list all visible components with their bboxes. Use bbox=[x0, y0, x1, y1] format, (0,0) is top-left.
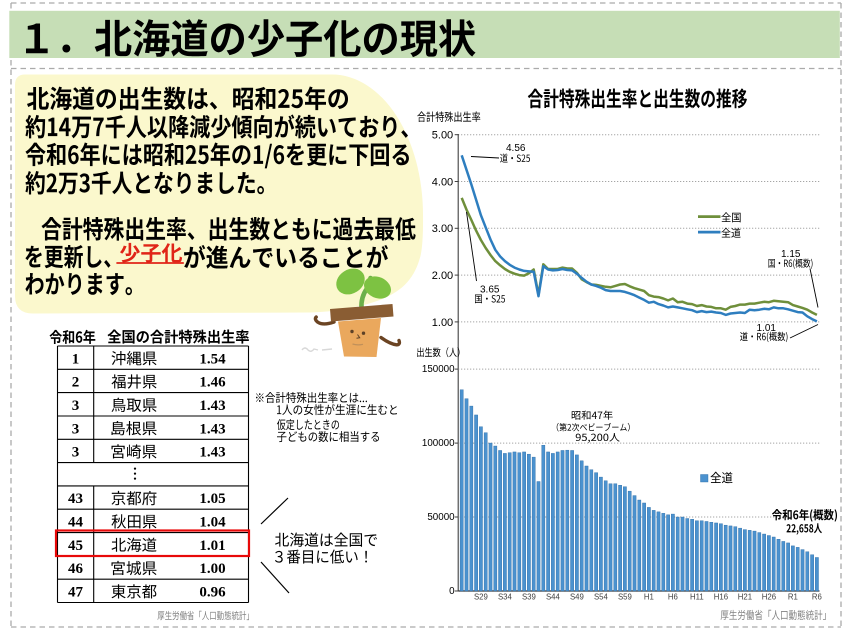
svg-text:H6: H6 bbox=[668, 593, 678, 602]
svg-text:3.00: 3.00 bbox=[432, 223, 453, 235]
svg-text:0: 0 bbox=[449, 586, 455, 597]
svg-text:3: 3 bbox=[72, 398, 80, 414]
svg-text:H16: H16 bbox=[714, 593, 728, 602]
svg-text:1.01: 1.01 bbox=[757, 323, 777, 334]
svg-text:3.65: 3.65 bbox=[480, 285, 500, 296]
svg-text:S49: S49 bbox=[570, 593, 584, 602]
svg-text:1.54: 1.54 bbox=[199, 351, 226, 367]
svg-text:1.43: 1.43 bbox=[199, 398, 225, 414]
svg-text:S54: S54 bbox=[594, 593, 609, 602]
svg-text:R1: R1 bbox=[788, 593, 798, 602]
svg-text:46: 46 bbox=[68, 561, 84, 577]
svg-text:S44: S44 bbox=[546, 593, 561, 602]
svg-text:47: 47 bbox=[68, 585, 84, 601]
svg-text:H21: H21 bbox=[738, 593, 752, 602]
svg-text:1.04: 1.04 bbox=[199, 515, 226, 531]
svg-text:1.00: 1.00 bbox=[199, 561, 225, 577]
svg-text:150000: 150000 bbox=[422, 364, 455, 375]
svg-text:1.43: 1.43 bbox=[199, 445, 225, 461]
svg-text:4.00: 4.00 bbox=[432, 176, 453, 188]
svg-text:100000: 100000 bbox=[422, 438, 455, 449]
svg-text:S59: S59 bbox=[618, 593, 632, 602]
svg-text:43: 43 bbox=[68, 491, 83, 507]
svg-text:S29: S29 bbox=[474, 593, 488, 602]
svg-text:0.96: 0.96 bbox=[199, 585, 226, 601]
svg-text:2: 2 bbox=[72, 375, 80, 391]
svg-text:1.01: 1.01 bbox=[199, 538, 225, 554]
svg-text:44: 44 bbox=[68, 515, 84, 531]
svg-text:H11: H11 bbox=[690, 593, 704, 602]
svg-text:3: 3 bbox=[72, 445, 80, 461]
svg-text:45: 45 bbox=[68, 538, 83, 554]
svg-text:S34: S34 bbox=[498, 593, 513, 602]
svg-text:1.00: 1.00 bbox=[432, 317, 453, 329]
svg-text:1.15: 1.15 bbox=[781, 249, 801, 260]
svg-text:R6: R6 bbox=[812, 593, 822, 602]
svg-text:5.00: 5.00 bbox=[432, 130, 453, 142]
svg-text:1: 1 bbox=[72, 351, 80, 367]
svg-text:S39: S39 bbox=[522, 593, 536, 602]
svg-text:4.56: 4.56 bbox=[506, 143, 526, 154]
svg-text:H26: H26 bbox=[762, 593, 776, 602]
svg-text:1.43: 1.43 bbox=[199, 421, 225, 437]
svg-text:3: 3 bbox=[72, 421, 80, 437]
svg-text:1.46: 1.46 bbox=[199, 375, 226, 391]
svg-text:H1: H1 bbox=[644, 593, 654, 602]
svg-text:2.00: 2.00 bbox=[432, 270, 453, 282]
svg-text:1.05: 1.05 bbox=[199, 491, 225, 507]
svg-text:50000: 50000 bbox=[427, 512, 455, 523]
